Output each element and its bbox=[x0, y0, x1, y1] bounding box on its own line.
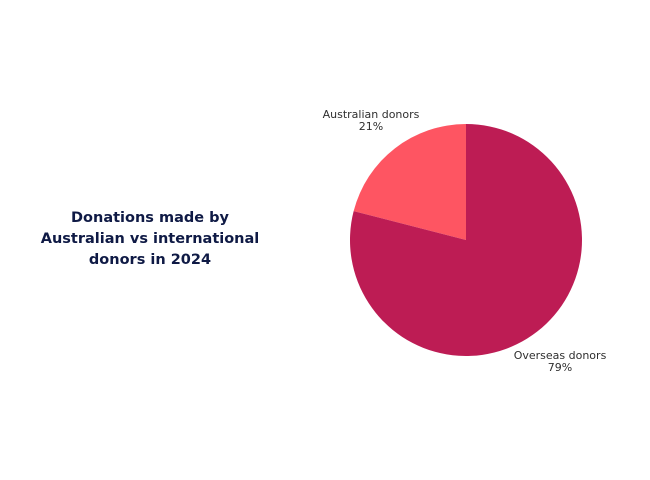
chart-title-line-3: donors in 2024 bbox=[88, 252, 212, 268]
pie-slice-australian-donors bbox=[353, 124, 466, 240]
pie-slices bbox=[349, 124, 582, 356]
slice-label-overseas-donors: Overseas donors bbox=[514, 349, 607, 362]
chart-title-line-2: Australian vs international bbox=[40, 231, 260, 247]
chart-title-line-1: Donations made by bbox=[71, 210, 229, 226]
slice-value-australian-donors: 21% bbox=[359, 120, 383, 133]
slice-label-australian-donors: Australian donors bbox=[323, 108, 420, 121]
pie-slice-overseas-donors bbox=[349, 124, 582, 356]
chart-title: Donations made by Australian vs internat… bbox=[40, 208, 260, 271]
slice-value-overseas-donors: 79% bbox=[548, 361, 572, 374]
